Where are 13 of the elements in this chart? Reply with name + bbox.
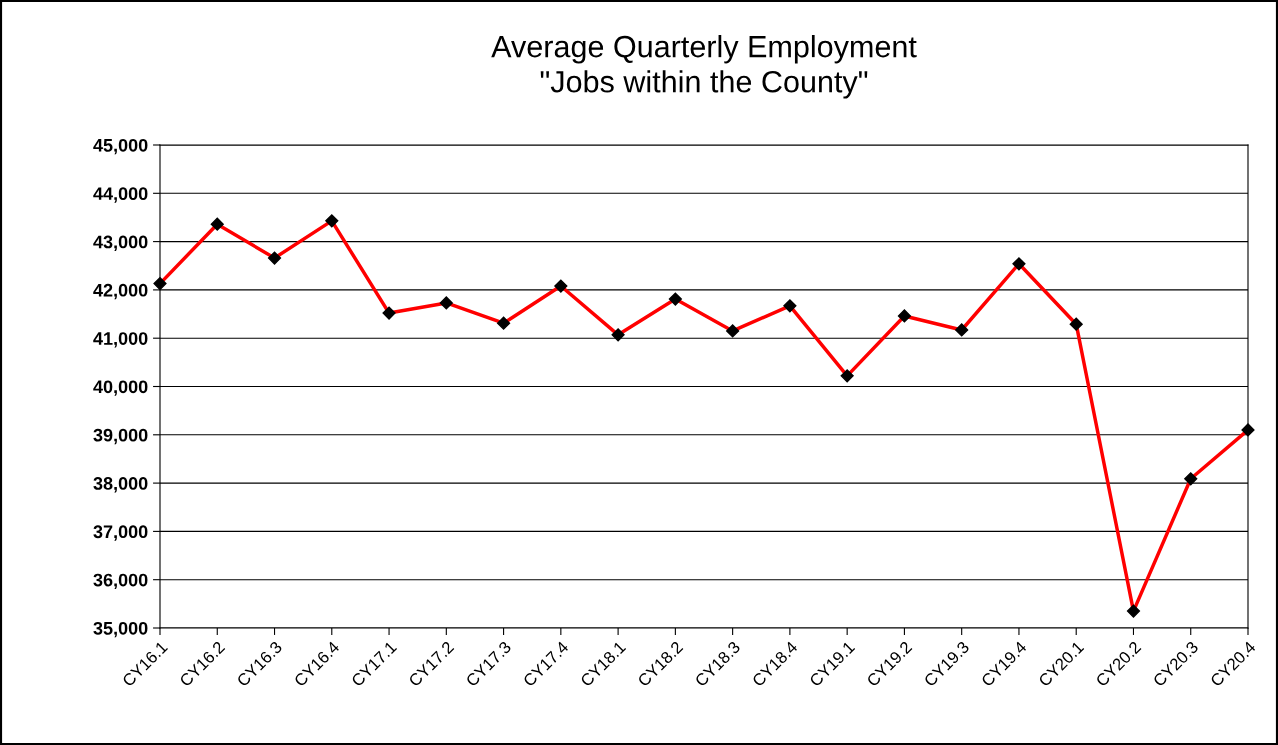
y-tick-label: 39,000 (93, 428, 148, 445)
y-tick-label: 45,000 (93, 138, 148, 155)
y-tick-label: 35,000 (93, 621, 148, 638)
y-tick-label: 44,000 (93, 187, 148, 203)
chart-title: Average Quarterly Employment (491, 35, 917, 64)
y-tick-label: 41,000 (93, 332, 148, 348)
y-tick-label: 42,000 (93, 283, 148, 300)
y-tick-label: 40,000 (93, 380, 148, 396)
y-tick-label: 38,000 (93, 477, 148, 493)
y-tick-label: 36,000 (93, 573, 148, 590)
y-tick-label: 37,000 (93, 525, 148, 541)
chart-subtitle: "Jobs within the County" (540, 70, 868, 99)
y-tick-label: 43,000 (93, 235, 148, 251)
